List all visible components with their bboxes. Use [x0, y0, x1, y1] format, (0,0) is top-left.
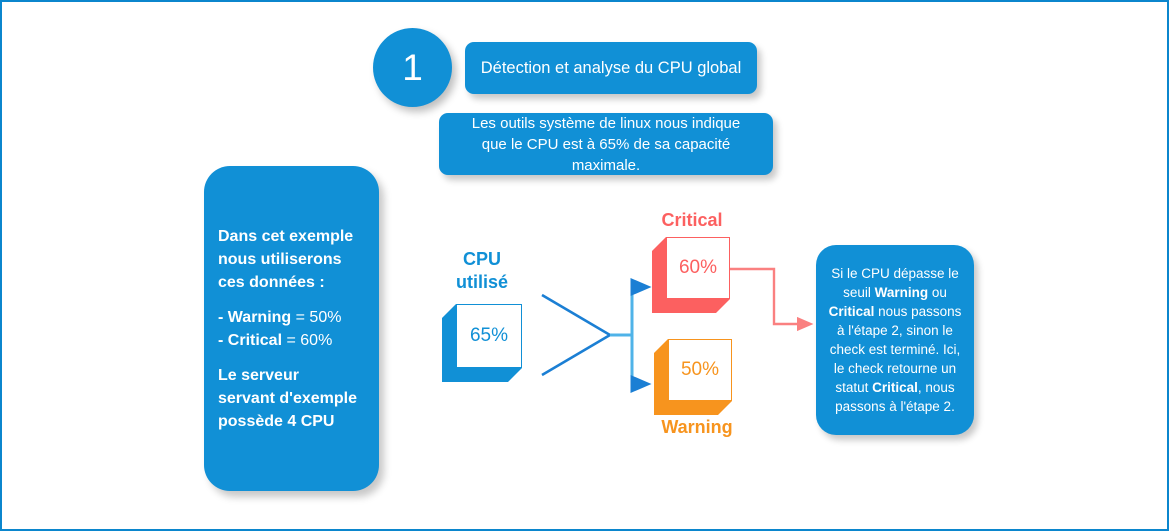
cpu-label-line-1: CPU: [462, 249, 501, 269]
cpu-cube-label: CPU utilisé: [442, 248, 522, 294]
critical-threshold-label: Critical: [227, 331, 283, 349]
cpu-label-line-2: utilisé: [455, 272, 508, 292]
conclusion-seg-4: , nous passons à l'étape 2.: [835, 380, 955, 414]
critical-cube-label: Critical: [661, 210, 723, 230]
warning-threshold-value: 50%: [668, 339, 732, 401]
critical-threshold-value: 60%: [666, 237, 730, 299]
step-title-text: Détection et analyse du CPU global: [480, 58, 742, 77]
example-line-7: Le serveur: [218, 366, 299, 384]
step-title-banner: Détection et analyse du CPU global: [465, 42, 757, 94]
conclusion-bold-warning: Warning: [874, 285, 929, 300]
warning-threshold-cube: 50%: [654, 339, 732, 415]
cpu-usage-cube: 65%: [442, 304, 522, 382]
example-line-8: servant d'exemple: [218, 389, 357, 407]
critical-dash: -: [218, 331, 228, 349]
critical-threshold-cube: 60%: [652, 237, 730, 313]
step-number-badge: 1: [373, 28, 452, 107]
conclusion-seg-2: ou: [928, 285, 947, 300]
example-data-text: Dans cet exemple nous utiliserons ces do…: [218, 225, 365, 433]
warning-threshold-label: Warning: [227, 308, 292, 326]
warning-threshold-value: = 50%: [291, 308, 342, 326]
example-line-9: possède 4 CPU: [218, 412, 335, 430]
warning-cube-label: Warning: [661, 417, 733, 437]
example-spacer-1: [218, 294, 365, 306]
step-number-text: 1: [402, 46, 423, 88]
example-line-3: ces données :: [218, 273, 325, 291]
step-note-line-2: que le CPU est à 65% de sa capacité: [481, 135, 731, 153]
conclusion-bold-critical-2: Critical: [872, 380, 918, 395]
cpu-chevron-connector: [541, 293, 613, 377]
example-line-2: nous utiliserons: [218, 250, 342, 268]
conclusion-seg-1: Si le CPU dépasse le seuil: [831, 266, 959, 300]
step-note-banner: Les outils système de linux nous indique…: [439, 113, 773, 175]
step-note-line-3: maximale.: [571, 156, 641, 174]
example-line-1: Dans cet exemple: [218, 227, 354, 245]
conclusion-panel: Si le CPU dépasse le seuil Warning ou Cr…: [816, 245, 974, 435]
conclusion-seg-3: nous passons à l'étape 2, sinon le check…: [829, 304, 962, 395]
critical-threshold-value: = 60%: [282, 331, 333, 349]
step-note-line-1: Les outils système de linux nous indique: [471, 114, 741, 132]
cpu-usage-value: 65%: [456, 304, 522, 368]
example-data-panel: Dans cet exemple nous utiliserons ces do…: [204, 166, 379, 491]
critical-to-conclusion-connector: [730, 267, 814, 332]
example-spacer-2: [218, 352, 365, 364]
step-note-text: Les outils système de linux nous indique…: [472, 113, 741, 176]
conclusion-text: Si le CPU dépasse le seuil Warning ou Cr…: [824, 264, 966, 416]
conclusion-bold-critical-1: Critical: [828, 304, 875, 319]
warning-dash: -: [218, 308, 228, 326]
